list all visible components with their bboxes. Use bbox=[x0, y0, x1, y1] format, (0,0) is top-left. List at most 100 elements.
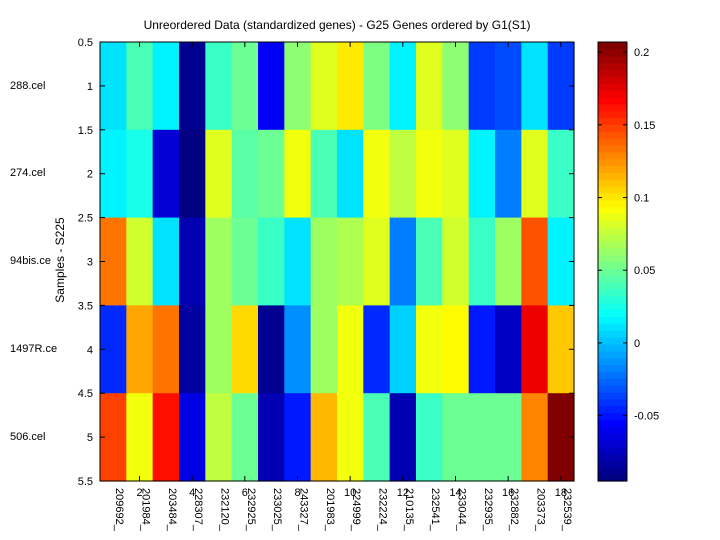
heatmap-cell bbox=[337, 42, 364, 131]
colorbar-segment bbox=[598, 76, 627, 84]
colorbar-segment bbox=[598, 138, 627, 146]
heatmap-cells bbox=[100, 42, 575, 482]
heatmap-cell bbox=[205, 393, 233, 482]
colorbar-segment bbox=[598, 131, 627, 139]
colorbar-segment bbox=[598, 110, 627, 119]
colorbar-segment bbox=[598, 69, 627, 77]
heatmap-cell bbox=[310, 129, 338, 219]
heatmap-cell bbox=[231, 42, 259, 131]
x-tick-label: 18 bbox=[555, 487, 567, 499]
colorbar: -0.05 0 0.05 0.1 0.15 0.2 bbox=[597, 41, 659, 482]
colorbar-segment bbox=[598, 391, 627, 400]
heatmap-cell bbox=[126, 129, 154, 219]
x-tick-label: 8 bbox=[294, 487, 300, 499]
heatmap-cell bbox=[442, 305, 470, 394]
colorbar-segment bbox=[598, 439, 627, 448]
row-label-2: 274.cel bbox=[10, 167, 46, 179]
heatmap-cell bbox=[495, 217, 522, 306]
heatmap-cell bbox=[468, 393, 496, 482]
colorbar-segment bbox=[598, 371, 627, 379]
colorbar-segment bbox=[598, 467, 627, 475]
heatmap-cell bbox=[152, 305, 180, 394]
colorbar-segment bbox=[598, 220, 627, 228]
colorbar-segment bbox=[598, 384, 627, 393]
colorbar-segment bbox=[598, 186, 627, 194]
colorbar-segment bbox=[598, 426, 627, 434]
colorbar-segment bbox=[598, 240, 627, 249]
row-label-5: 506.cel bbox=[10, 431, 46, 443]
colorbar-segment bbox=[598, 254, 627, 263]
heatmap-cell bbox=[389, 393, 417, 482]
x-tick-label: 4 bbox=[189, 487, 195, 499]
x-tick-label: 2 bbox=[136, 487, 142, 499]
heatmap-cell bbox=[310, 42, 338, 131]
colorbar-segment bbox=[598, 96, 627, 105]
colorbar-segment bbox=[598, 316, 627, 324]
heatmap-cell bbox=[310, 217, 338, 306]
colorbar-segment bbox=[598, 474, 627, 482]
y-tick-label: 0.5 bbox=[78, 37, 93, 49]
colorbar-segment bbox=[598, 213, 627, 221]
heatmap-cell bbox=[416, 129, 443, 219]
column-label: 232539_ bbox=[561, 488, 573, 532]
x-tick-label: 6 bbox=[242, 487, 248, 499]
colorbar-segment bbox=[598, 282, 627, 290]
column-label: 210135_ bbox=[403, 488, 415, 532]
row-label-3: 94bis.ce bbox=[10, 255, 51, 267]
heatmap-cell bbox=[468, 217, 496, 306]
column-label: 224999_ bbox=[350, 488, 362, 532]
chart-title: Unreordered Data (standardized genes) - … bbox=[143, 18, 531, 32]
heatmap-cell bbox=[363, 305, 391, 394]
column-label: 233025_ bbox=[271, 488, 283, 532]
colorbar-segment bbox=[598, 268, 627, 276]
heatmap-cell bbox=[179, 393, 206, 482]
heatmap-cell bbox=[337, 217, 364, 306]
heatmap-cell bbox=[389, 217, 417, 306]
colorbar-segment bbox=[598, 42, 627, 50]
column-label: 232935_ bbox=[482, 488, 494, 532]
column-label: 203373_ bbox=[535, 488, 547, 532]
colorbar-segment bbox=[598, 336, 627, 345]
heatmap-cell bbox=[416, 42, 443, 131]
column-label: 203484_ bbox=[166, 488, 178, 532]
colorbar-segment bbox=[598, 275, 627, 283]
colorbar-segment bbox=[598, 261, 627, 269]
colorbar-segment bbox=[598, 343, 627, 352]
heatmap-cell bbox=[152, 129, 180, 219]
heatmap-cell bbox=[310, 393, 338, 482]
heatmap-cell bbox=[363, 217, 391, 306]
colorbar-segment bbox=[598, 206, 627, 215]
colorbar-segment bbox=[598, 412, 627, 420]
heatmap-cell bbox=[284, 129, 312, 219]
heatmap-cell bbox=[205, 217, 233, 306]
x-tick-label: 12 bbox=[397, 487, 409, 499]
heatmap-cell bbox=[179, 129, 206, 219]
heatmap-cell bbox=[389, 129, 417, 219]
y-tick-label: 5 bbox=[87, 432, 93, 444]
heatmap-cell bbox=[126, 393, 154, 482]
y-tick-label: 1 bbox=[87, 81, 93, 93]
colorbar-segment bbox=[598, 302, 627, 311]
colorbar-segment bbox=[598, 179, 627, 187]
colorbar-segment bbox=[598, 330, 627, 338]
colorbar-segment bbox=[598, 124, 627, 132]
colorbar-segment bbox=[598, 151, 627, 160]
heatmap-cell bbox=[152, 217, 180, 306]
colorbar-segment bbox=[598, 144, 627, 153]
colorbar-segment bbox=[598, 117, 627, 125]
heatmap-cell bbox=[258, 129, 285, 219]
colorbar-segment bbox=[598, 288, 627, 297]
column-label: 232224_ bbox=[377, 488, 389, 532]
heatmap-cell bbox=[258, 217, 285, 306]
heatmap-cell bbox=[337, 393, 364, 482]
colorbar-segment bbox=[598, 83, 627, 91]
column-label: 232541_ bbox=[429, 488, 441, 532]
heatmap-cell bbox=[337, 305, 364, 394]
y-tick-label: 3.5 bbox=[78, 300, 93, 312]
heatmap-cell bbox=[258, 393, 285, 482]
colorbar-segment bbox=[598, 460, 627, 468]
heatmap-cell bbox=[468, 42, 496, 131]
column-label: 228307_ bbox=[192, 488, 204, 532]
heatmap-cell bbox=[152, 393, 180, 482]
